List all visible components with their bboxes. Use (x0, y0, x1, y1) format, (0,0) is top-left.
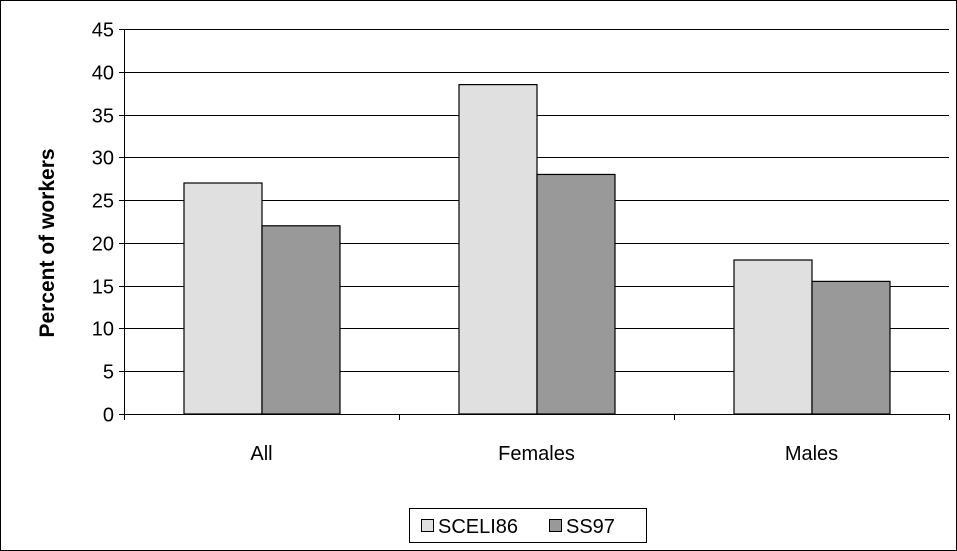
legend: SCELI86 SS97 (409, 508, 647, 543)
legend-box (409, 508, 647, 543)
y-tick-label: 35 (92, 106, 114, 128)
legend-swatch-sceli86 (421, 519, 434, 532)
y-tick-label: 5 (103, 362, 114, 384)
y-tick-label: 45 (92, 20, 114, 42)
x-category-label: Females (498, 443, 575, 465)
bar-sceli86-all (183, 182, 263, 415)
y-tick-labels: 0 5 10 15 20 25 30 35 40 45 (92, 20, 114, 427)
bar-ss97-all (261, 225, 341, 415)
x-category-label: All (250, 443, 272, 465)
x-category-labels: All Females Males (250, 443, 838, 465)
bars (183, 84, 891, 415)
y-tick-label: 15 (92, 277, 114, 299)
legend-label-ss97: SS97 (566, 516, 615, 538)
bar-sceli86-males (733, 259, 813, 415)
bar-ss97-females (536, 173, 616, 415)
y-tick-label: 30 (92, 148, 114, 170)
legend-swatch-ss97 (549, 519, 562, 532)
legend-label-sceli86: SCELI86 (438, 516, 518, 538)
bar-sceli86-females (458, 84, 538, 415)
y-tick-label: 0 (103, 405, 114, 427)
y-axis-title: Percent of workers (36, 148, 59, 337)
bar-ss97-males (811, 280, 891, 415)
y-tick-label: 25 (92, 191, 114, 213)
y-tick-label: 20 (92, 234, 114, 256)
y-tick-label: 10 (92, 319, 114, 341)
x-category-label: Males (785, 443, 838, 465)
y-tick-label: 40 (92, 63, 114, 85)
axes (119, 29, 950, 420)
